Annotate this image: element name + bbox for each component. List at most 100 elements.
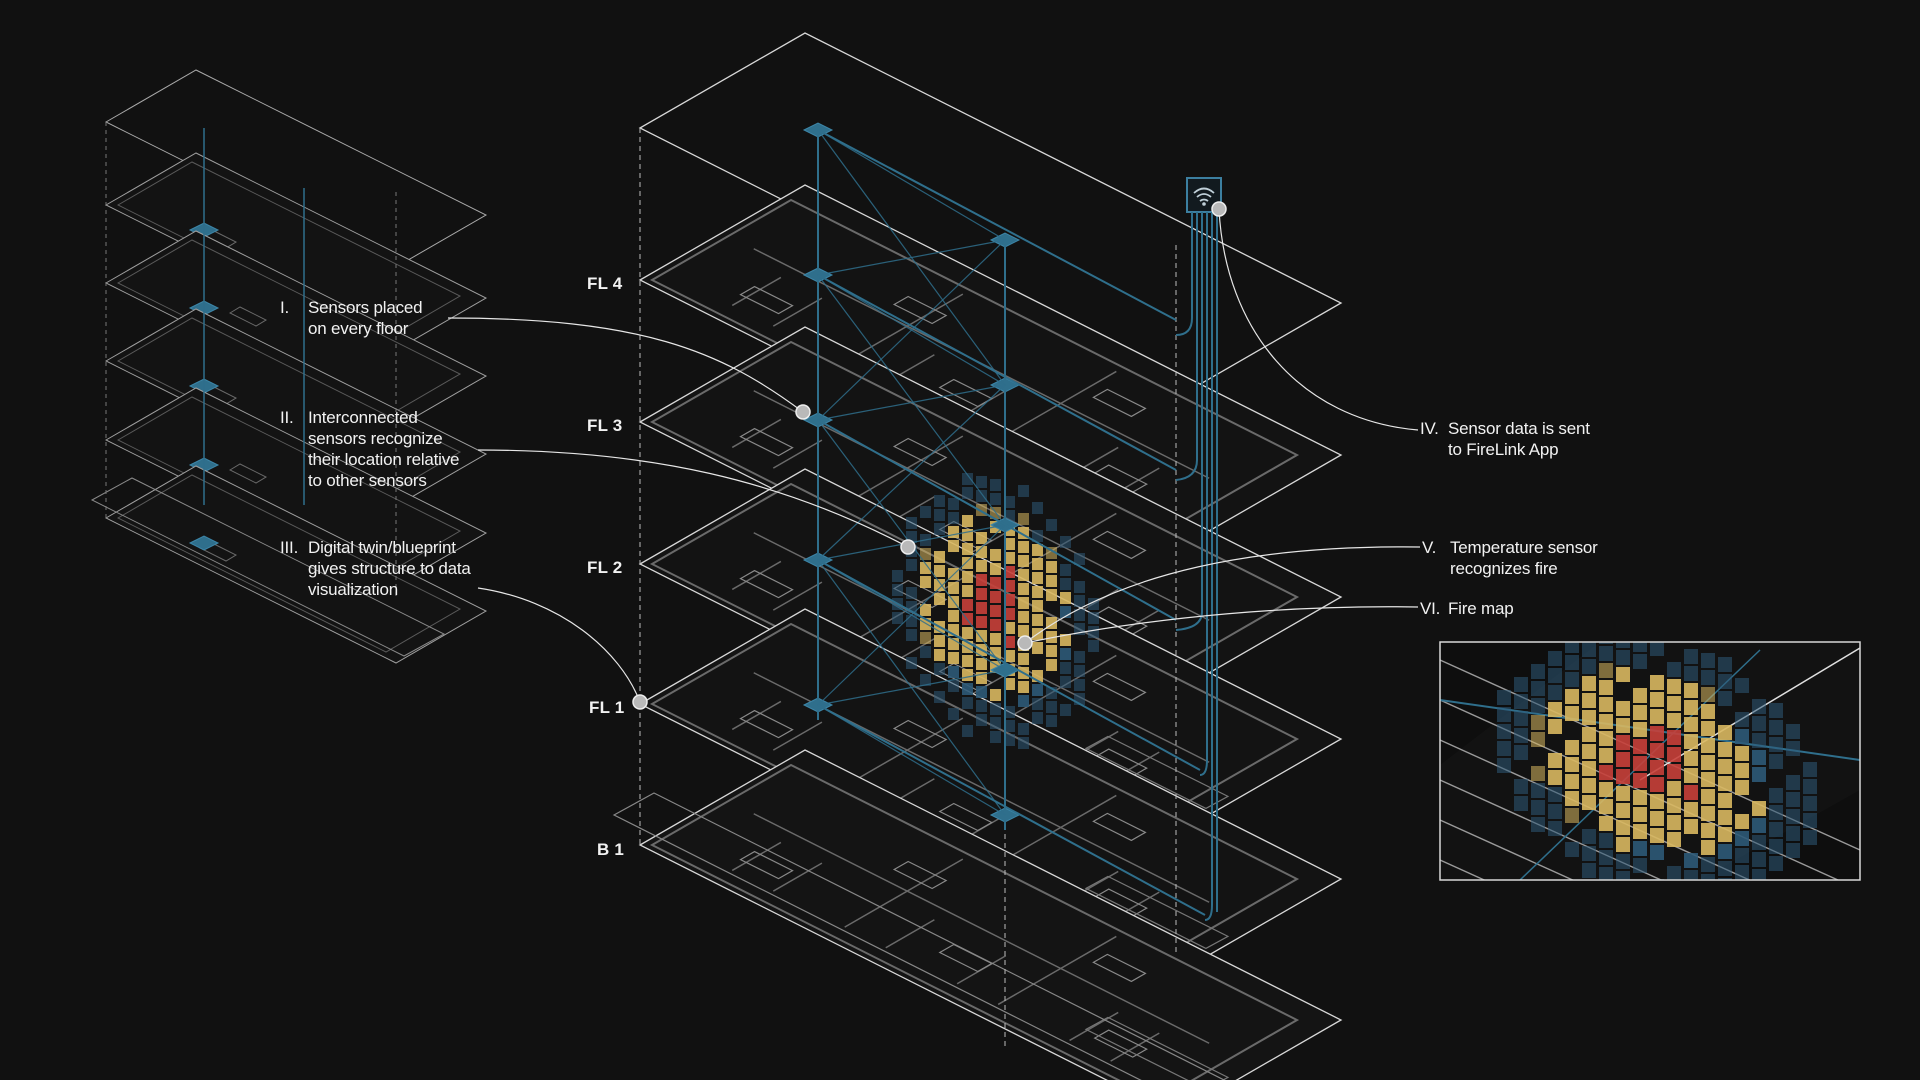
heat-cell xyxy=(976,700,987,712)
heat-cell xyxy=(1032,600,1043,612)
heat-cell xyxy=(1633,739,1647,754)
small-building-stack xyxy=(90,69,488,664)
floor-label-fl4: FL 4 xyxy=(587,274,623,293)
heat-cell xyxy=(1514,745,1528,760)
heat-cell xyxy=(1769,754,1783,769)
heat-cell xyxy=(934,509,945,521)
floor-room xyxy=(739,285,794,315)
heat-cell xyxy=(1650,743,1664,758)
heat-cell xyxy=(1599,782,1613,797)
heat-cell xyxy=(1074,553,1085,565)
floor-partition xyxy=(731,276,782,307)
heat-cell xyxy=(1752,852,1766,867)
heat-cell xyxy=(1633,688,1647,703)
heat-cell xyxy=(1752,869,1766,880)
heat-cell xyxy=(1565,808,1579,823)
floor-partition xyxy=(997,935,1117,1006)
heat-cell xyxy=(1667,696,1681,711)
heat-cell xyxy=(1684,649,1698,664)
heat-cell xyxy=(1786,775,1800,790)
sensor-link xyxy=(817,669,1006,706)
heat-cell xyxy=(1769,737,1783,752)
heat-cell xyxy=(976,476,987,488)
heat-cell xyxy=(1718,844,1732,859)
floor-room xyxy=(892,860,948,890)
floor-partition xyxy=(772,297,823,327)
heat-cell xyxy=(1718,895,1732,910)
heat-cell xyxy=(1616,871,1630,880)
heat-cell xyxy=(1701,721,1715,736)
heat-cell xyxy=(1684,768,1698,783)
heat-cell xyxy=(1046,575,1057,587)
heat-cell xyxy=(1548,702,1562,717)
heat-cell xyxy=(1701,789,1715,804)
heat-cell xyxy=(1718,759,1732,774)
heat-cell xyxy=(1701,874,1715,880)
floor-room xyxy=(1092,388,1147,418)
heat-cell xyxy=(1616,752,1630,767)
floor-room xyxy=(739,569,794,599)
heat-cell xyxy=(1599,642,1613,644)
heat-cell xyxy=(1803,830,1817,845)
heat-cell xyxy=(1633,654,1647,669)
heat-cell xyxy=(1650,675,1664,690)
sensor-link xyxy=(817,239,1006,276)
floor-wing xyxy=(1084,735,1230,810)
heat-cell xyxy=(990,563,1001,575)
cable-trunk xyxy=(1175,212,1218,921)
heat-cell xyxy=(990,731,1001,743)
floor-partition xyxy=(772,581,823,611)
sensor-uplink xyxy=(817,419,1177,621)
small-room xyxy=(228,463,268,484)
heat-cell xyxy=(1060,606,1071,618)
heat-cell xyxy=(1701,738,1715,753)
sensor-network-lines xyxy=(802,122,1206,916)
step-3-number: III. xyxy=(280,538,299,557)
callout-lines xyxy=(447,208,1421,703)
heat-cell xyxy=(1752,801,1766,816)
sensor-link xyxy=(817,524,1006,706)
floor-partition xyxy=(844,293,964,363)
heat-cell xyxy=(1032,544,1043,556)
heat-cell xyxy=(1769,839,1783,854)
heat-cell xyxy=(1032,558,1043,570)
floor-partition xyxy=(997,794,1117,865)
heat-cell xyxy=(1046,617,1057,629)
heat-cell xyxy=(1060,578,1071,590)
heat-cell xyxy=(1004,608,1015,620)
heat-cell xyxy=(1582,659,1596,674)
heat-cell xyxy=(1548,668,1562,683)
step-2-number: II. xyxy=(280,408,294,427)
heat-cell xyxy=(990,549,1001,561)
heat-cell xyxy=(1514,711,1528,726)
heat-cell xyxy=(1701,772,1715,787)
heat-cell xyxy=(990,591,1001,603)
heat-cell xyxy=(1565,672,1579,687)
heat-cell xyxy=(1718,810,1732,825)
heat-cell xyxy=(1032,586,1043,598)
heat-cell xyxy=(1684,870,1698,880)
heat-cell xyxy=(1769,703,1783,718)
heat-cell xyxy=(1599,799,1613,814)
heat-cell xyxy=(1752,750,1766,765)
heat-cell xyxy=(1633,642,1647,652)
floor-partition xyxy=(731,418,782,449)
heat-cell xyxy=(1650,726,1664,741)
heat-cell xyxy=(1769,856,1783,871)
floor-room xyxy=(1093,1029,1148,1058)
heat-cell xyxy=(1514,694,1528,709)
floor-partition xyxy=(844,435,964,505)
heat-cell xyxy=(1074,609,1085,621)
heat-cell xyxy=(1667,866,1681,880)
heat-cell xyxy=(1004,538,1015,550)
heat-cell xyxy=(1565,791,1579,806)
heat-cell xyxy=(1004,734,1015,746)
heat-cell xyxy=(1514,779,1528,794)
heat-cell xyxy=(1599,663,1613,678)
heat-cell xyxy=(1548,685,1562,700)
heat-cell xyxy=(976,658,987,670)
floor-room xyxy=(938,378,994,408)
heat-cell xyxy=(1046,561,1057,573)
heat-cell xyxy=(1531,783,1545,798)
heat-cell xyxy=(1046,519,1057,531)
